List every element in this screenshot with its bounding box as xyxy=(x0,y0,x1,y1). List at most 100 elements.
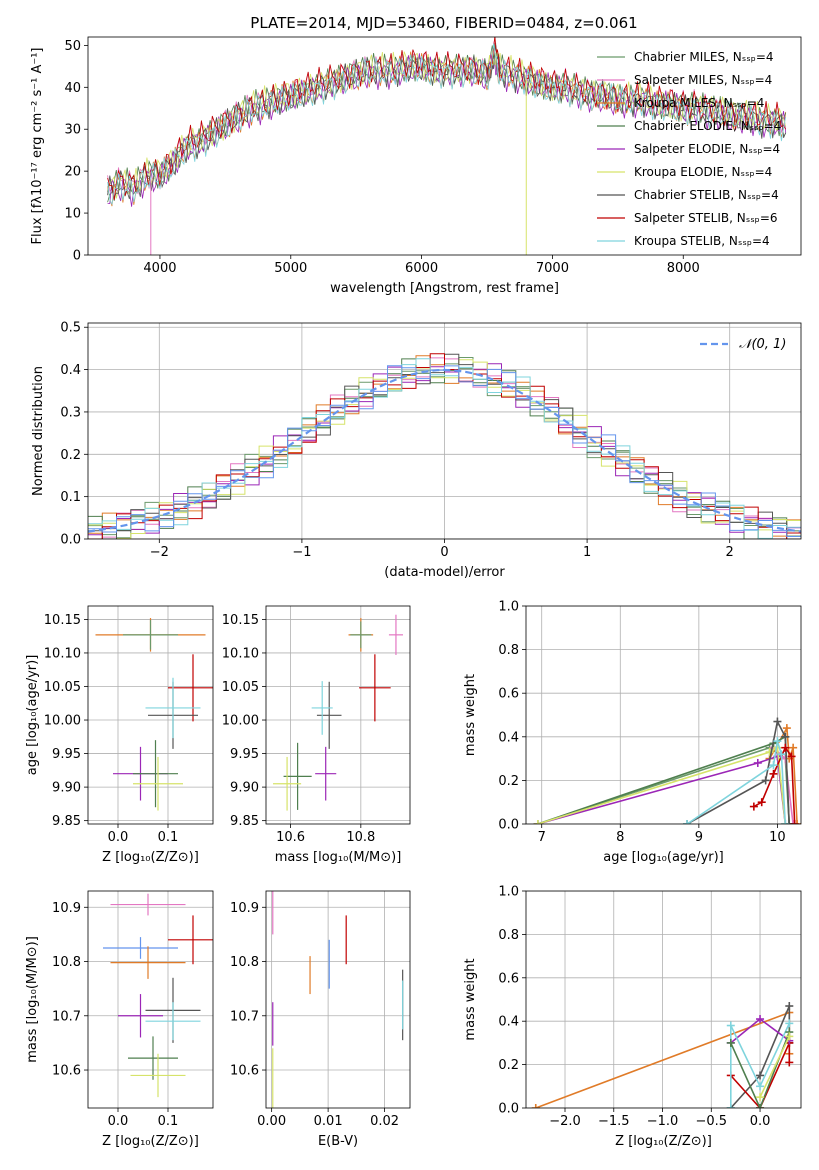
x-tick-label: 0.01 xyxy=(314,1114,343,1129)
y-tick-label: 0.1 xyxy=(60,490,81,505)
axes-frame xyxy=(87,605,214,825)
plot-area xyxy=(88,606,213,824)
plot-area xyxy=(88,323,801,539)
spectrum-line xyxy=(107,48,787,199)
panel-5: 7 8 9 10 0.0 0.2 0.4 0.6 0.8 1.0 age [log₁₀(age/yr… xyxy=(463,600,802,865)
axes-frame xyxy=(87,322,802,540)
legend-label: Salpeter STELIB, Nₛₛₚ=6 xyxy=(634,211,778,225)
y-axis-label: Normed distribution xyxy=(31,366,46,496)
panel-7: 0.00 0.01 0.02 10.6 10.7 10.8 10.9 E(B-V) xyxy=(230,890,411,1149)
panel-4: 10.6 10.8 9.85 9.90 9.95 10.00 10.05 10.10 10.15… xyxy=(222,605,411,865)
x-tick-label: −2.0 xyxy=(549,1114,581,1129)
x-tick-label: 10.8 xyxy=(346,830,375,845)
x-tick-label: 6000 xyxy=(405,261,438,276)
x-tick-label: 4000 xyxy=(143,261,176,276)
y-tick-label: 10.15 xyxy=(44,613,81,628)
y-tick-label: 50 xyxy=(64,39,81,54)
legend-label: Salpeter MILES, Nₛₛₚ=4 xyxy=(634,73,772,87)
x-tick-label: 0.0 xyxy=(108,1114,129,1129)
x-tick-label: 9 xyxy=(695,830,703,845)
y-tick-label: 9.90 xyxy=(230,781,259,796)
y-axis-label: mass [log₁₀(M/M⊙)] xyxy=(25,936,40,1063)
y-tick-label: 0.4 xyxy=(498,1015,519,1030)
legend-label: Kroupa ELODIE, Nₛₛₚ=4 xyxy=(634,165,772,179)
y-tick-label: 10.6 xyxy=(230,1064,259,1079)
y-tick-label: 0 xyxy=(73,249,81,264)
panel-6: 0.0 0.1 10.6 10.7 10.8 10.9 Z [log₁₀(Z/Z⊙)] mas… xyxy=(25,890,214,1149)
legend-label: Kroupa MILES, Nₛₛₚ=4 xyxy=(634,96,764,110)
spectrum-line xyxy=(107,37,787,201)
y-tick-label: 9.85 xyxy=(52,814,81,829)
x-tick-label: 10.6 xyxy=(276,830,305,845)
y-tick-label: 10.05 xyxy=(222,680,259,695)
x-axis-label: age [log₁₀(age/yr)] xyxy=(603,850,724,865)
x-tick-label: 0.1 xyxy=(158,830,179,845)
x-axis-label: E(B-V) xyxy=(318,1134,358,1149)
weight-line xyxy=(759,1036,791,1098)
y-tick-label: 0.5 xyxy=(60,321,81,336)
plot-area xyxy=(266,891,410,1108)
x-axis-label: Z [log₁₀(Z/Z⊙)] xyxy=(102,1134,199,1149)
x-tick-label: −0.5 xyxy=(695,1114,727,1129)
axes-frame xyxy=(525,890,802,1109)
y-tick-label: 0.2 xyxy=(498,774,519,789)
legend-label: Salpeter ELODIE, Nₛₛₚ=4 xyxy=(634,142,780,156)
x-tick-label: −1 xyxy=(292,545,311,560)
gaussian-reference-curve xyxy=(88,368,801,533)
plot-area xyxy=(266,606,410,824)
x-tick-label: 0.0 xyxy=(750,1114,771,1129)
histogram-step xyxy=(88,353,801,539)
panel-3: 0.0 0.1 9.85 9.90 9.95 10.00 10.05 10.10 10.15 Z … xyxy=(25,605,214,865)
x-tick-label: 0.1 xyxy=(158,1114,179,1129)
y-tick-label: 0.0 xyxy=(60,533,81,548)
y-axis-label: mass weight xyxy=(463,958,478,1040)
x-tick-label: 8000 xyxy=(667,261,700,276)
legend-label: Chabrier STELIB, Nₛₛₚ=4 xyxy=(634,188,779,202)
y-tick-label: 10.6 xyxy=(52,1064,81,1079)
panel-2: −2 −1 0 1 2 0.0 0.1 0.2 0.3 0.4 0.5 (data-model)/er… xyxy=(31,321,802,580)
x-tick-label: 2 xyxy=(726,545,734,560)
x-axis-label: (data-model)/error xyxy=(384,565,505,580)
y-tick-label: 10.10 xyxy=(44,646,81,661)
axes-frame xyxy=(265,605,411,825)
x-axis-label: Z [log₁₀(Z/Z⊙)] xyxy=(102,850,199,865)
x-tick-label: 7000 xyxy=(536,261,569,276)
y-tick-label: 0.4 xyxy=(498,730,519,745)
legend-label: Chabrier MILES, Nₛₛₚ=4 xyxy=(634,50,774,64)
weight-line xyxy=(537,746,787,824)
axes-frame xyxy=(525,605,802,825)
legend-label: Kroupa STELIB, Nₛₛₚ=4 xyxy=(634,234,770,248)
y-axis-label: mass weight xyxy=(463,674,478,756)
y-tick-label: 0.2 xyxy=(60,448,81,463)
y-tick-label: 9.85 xyxy=(230,814,259,829)
legend-label: Chabrier ELODIE, Nₛₛₚ=4 xyxy=(634,119,781,133)
histogram-step xyxy=(88,358,801,539)
y-tick-label: 10.15 xyxy=(222,613,259,628)
x-axis-label: mass [log₁₀(M/M⊙)] xyxy=(275,850,402,865)
y-tick-label: 10.9 xyxy=(52,901,81,916)
histogram-step xyxy=(88,365,801,537)
panels: 4000 5000 6000 7000 800001020304050wavelengt… xyxy=(25,36,802,1149)
x-tick-label: 0.02 xyxy=(370,1114,399,1129)
panel-8: −2.0 −1.5 −1.0 −0.5 0.0 0.0 0.2 0.4 0.6 0.8 1.0 Z [… xyxy=(463,885,802,1149)
legend-label: 𝒩(0, 1) xyxy=(739,337,786,352)
x-axis-label: wavelength [Angstrom, rest frame] xyxy=(330,281,559,296)
y-tick-label: 9.90 xyxy=(52,781,81,796)
y-tick-label: 10.05 xyxy=(44,680,81,695)
histogram-step xyxy=(88,359,801,539)
weight-line xyxy=(730,1042,791,1108)
y-tick-label: 9.95 xyxy=(230,747,259,762)
y-tick-label: 20 xyxy=(64,165,81,180)
chart-title: PLATE=2014, MJD=53460, FIBERID=0484, z=0… xyxy=(250,14,637,32)
x-tick-label: 0.0 xyxy=(108,830,129,845)
axes-frame xyxy=(87,890,214,1109)
y-tick-label: 40 xyxy=(64,81,81,96)
x-tick-label: −1.5 xyxy=(598,1114,630,1129)
y-tick-label: 10.8 xyxy=(230,955,259,970)
x-tick-label: 5000 xyxy=(274,261,307,276)
y-tick-label: 10.00 xyxy=(222,714,259,729)
y-axis-label: Flux [fλ10⁻¹⁷ erg cm⁻² s⁻¹ A⁻¹] xyxy=(30,48,45,245)
y-tick-label: 10.7 xyxy=(230,1009,259,1024)
x-tick-label: 8 xyxy=(616,830,624,845)
axes-frame xyxy=(87,36,802,256)
